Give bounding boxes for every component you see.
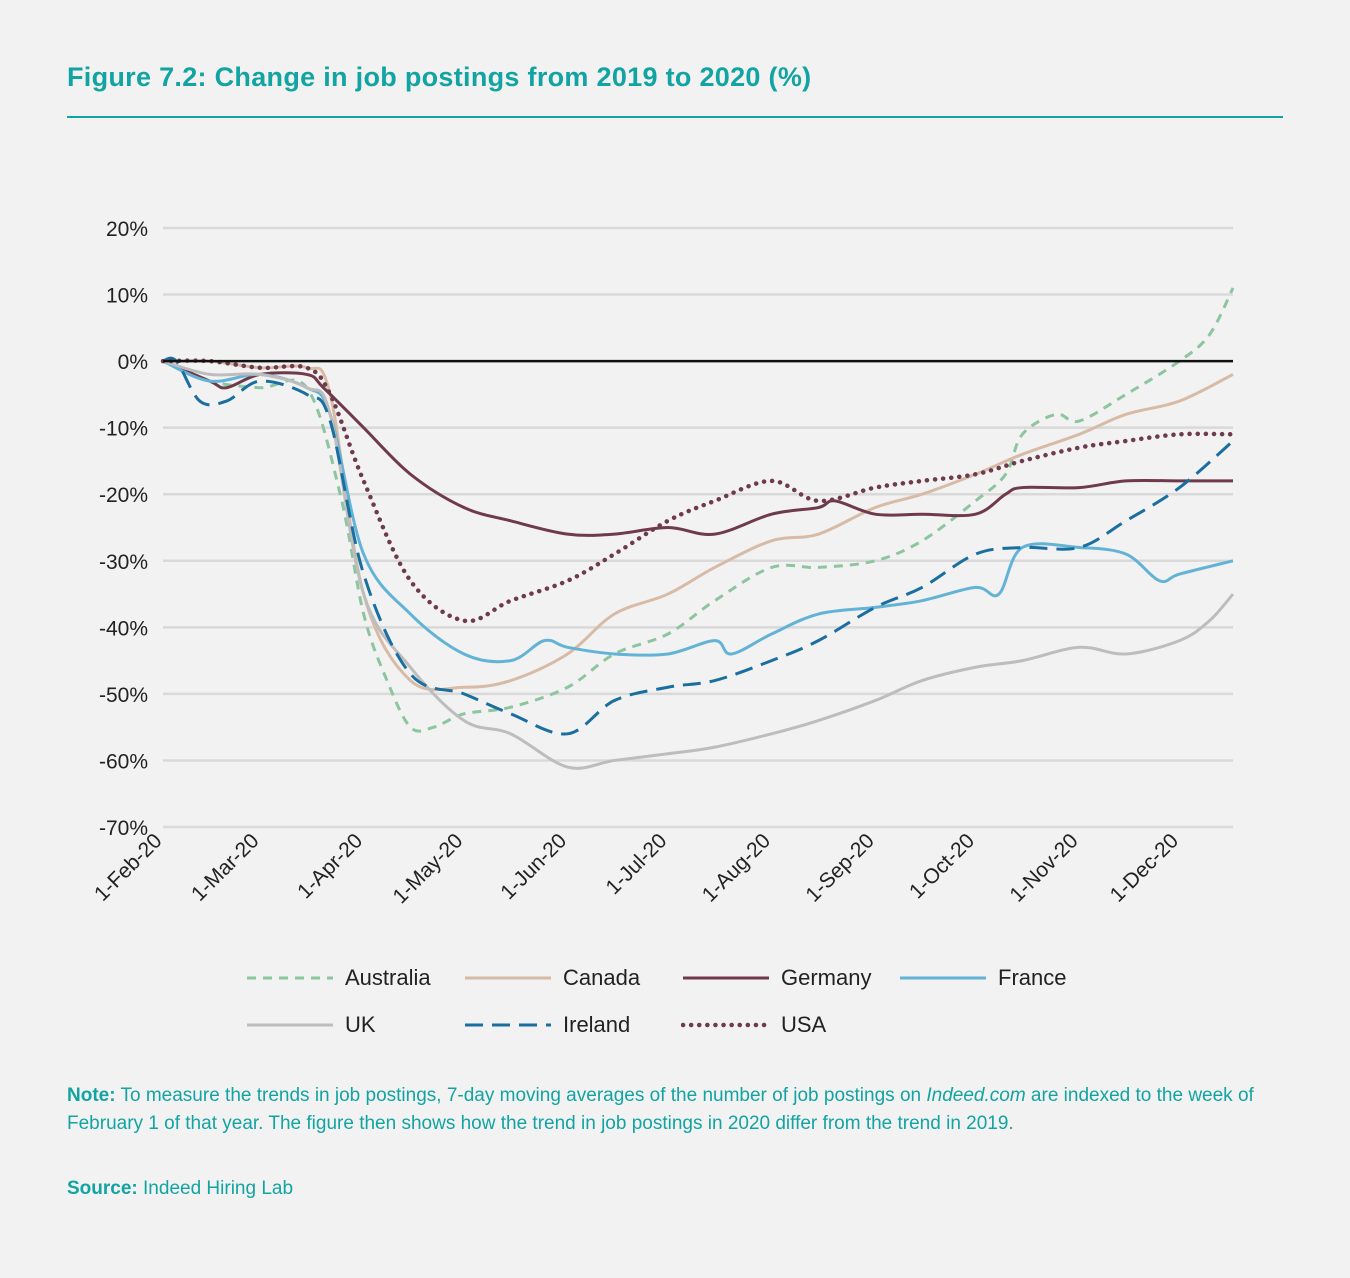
title-divider: [67, 116, 1283, 118]
source-text: Indeed Hiring Lab: [137, 1178, 294, 1199]
note-text: To measure the trends in job postings, 7…: [115, 1085, 927, 1106]
y-tick-label: -20%: [99, 484, 148, 507]
legend-swatch: [247, 1023, 333, 1027]
legend-label: Germany: [781, 965, 872, 990]
series-line-australia: [162, 287, 1235, 733]
series-line-uk: [162, 359, 1235, 770]
x-tick-label: 1-Aug-20: [698, 829, 775, 906]
note-website: Indeed.com: [926, 1085, 1026, 1106]
legend-item-ireland: Ireland: [463, 1012, 630, 1038]
source: Source: Indeed Hiring Lab: [67, 1178, 293, 1200]
legend-item-canada: Canada: [463, 965, 640, 991]
legend-swatch: [683, 976, 769, 980]
legend-swatch: [465, 976, 551, 980]
source-label: Source:: [67, 1178, 138, 1199]
legend-label: USA: [781, 1012, 827, 1037]
y-tick-label: -60%: [99, 750, 148, 773]
y-tick-label: 10%: [106, 285, 148, 308]
x-tick-label: 1-Apr-20: [293, 829, 367, 903]
legend-swatch: [681, 1022, 769, 1028]
x-tick-label: 1-Feb-20: [90, 829, 167, 906]
y-tick-label: 0%: [118, 351, 148, 374]
legend-item-germany: Germany: [681, 965, 871, 991]
series-line-canada: [162, 359, 1234, 692]
legend-label: France: [998, 965, 1067, 990]
note: Note: To measure the trends in job posti…: [67, 1082, 1297, 1138]
x-tick-label: 1-Nov-20: [1005, 829, 1082, 906]
legend-item-france: France: [898, 965, 1066, 991]
x-tick-label: 1-Dec-20: [1106, 829, 1183, 906]
x-tick-label: 1-Jun-20: [496, 829, 571, 904]
x-tick-label: 1-May-20: [388, 829, 467, 908]
y-tick-label: -50%: [99, 684, 148, 707]
x-tick-label: 1-Oct-20: [905, 829, 979, 903]
x-tick-label: 1-Mar-20: [187, 829, 264, 906]
x-tick-label: 1-Sep-20: [801, 829, 878, 906]
y-tick-label: -40%: [99, 617, 148, 640]
y-tick-label: 20%: [106, 218, 148, 241]
y-tick-label: -30%: [99, 551, 148, 574]
line-chart: 20% 10% 0% -10% -20% -30% -40% -50% -60% -70%1-Fe…: [90, 218, 1236, 908]
series-line-france: [162, 359, 1234, 664]
y-tick-label: -10%: [99, 418, 148, 441]
legend-label: Ireland: [563, 1012, 631, 1037]
figure-title: Figure 7.2: Change in job postings from …: [67, 62, 812, 92]
legend-item-usa: USA: [681, 1012, 826, 1038]
series-line-germany: [162, 359, 1233, 537]
legend-label: Australia: [345, 965, 431, 990]
series-line-usa: [160, 358, 1236, 624]
y-tick-label: -70%: [99, 817, 148, 840]
legend-swatch: [247, 976, 333, 980]
legend-swatch: [465, 1023, 551, 1027]
legend-swatch: [900, 976, 986, 980]
legend-label: Canada: [563, 965, 641, 990]
legend-label: UK: [345, 1012, 376, 1037]
note-text-2: are indexed to the week of February 1 of…: [67, 1085, 1254, 1134]
note-label: Note:: [67, 1085, 116, 1106]
x-tick-label: 1-Jul-20: [602, 829, 672, 899]
legend-item-uk: UK: [245, 1012, 376, 1038]
legend-item-australia: Australia: [245, 965, 431, 991]
